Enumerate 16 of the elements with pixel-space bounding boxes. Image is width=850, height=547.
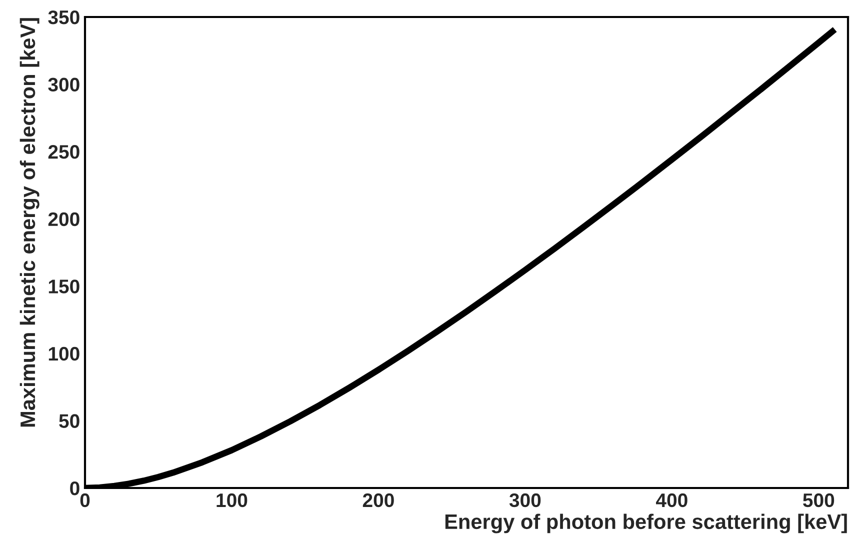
y-axis-title: Maximum kinetic energy of electron [keV]	[20, 18, 40, 427]
x-tick-label: 200	[362, 493, 394, 508]
x-tick-label: 400	[656, 493, 688, 508]
y-tick-label: 200	[48, 212, 80, 226]
y-tick-label: 0	[70, 481, 80, 496]
x-tick-label: 0	[80, 493, 90, 508]
y-tick-label: 350	[48, 10, 80, 24]
x-tick-label: 500	[803, 493, 834, 508]
y-tick-label: 150	[48, 280, 80, 294]
y-tick-label: 100	[48, 346, 80, 361]
y-tick-label: 50	[59, 414, 80, 428]
x-tick-label: 300	[509, 493, 541, 508]
x-tick-label: 100	[216, 493, 248, 508]
x-axis-title: Energy of photon before scattering [keV]	[445, 514, 847, 534]
y-tick-label: 250	[48, 145, 80, 159]
y-tick-label: 300	[48, 78, 80, 92]
